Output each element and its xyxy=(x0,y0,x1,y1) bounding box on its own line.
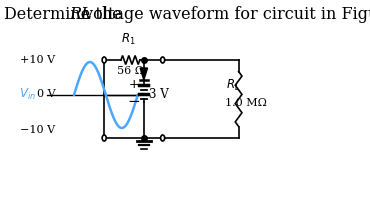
Text: 3 V: 3 V xyxy=(148,88,168,100)
Text: −: − xyxy=(127,94,140,109)
Circle shape xyxy=(102,57,106,63)
Text: −10 V: −10 V xyxy=(20,125,55,135)
Text: RL: RL xyxy=(69,6,92,23)
Text: $R_L$: $R_L$ xyxy=(226,77,241,93)
Circle shape xyxy=(102,135,106,141)
Text: $R_1$: $R_1$ xyxy=(121,32,136,47)
Text: +10 V: +10 V xyxy=(20,55,55,65)
Circle shape xyxy=(161,135,165,141)
Text: $V_{in}$: $V_{in}$ xyxy=(19,87,36,102)
Text: Determine the: Determine the xyxy=(4,6,127,23)
Circle shape xyxy=(161,57,165,63)
Text: 56 Ω: 56 Ω xyxy=(117,66,144,76)
Polygon shape xyxy=(140,68,148,80)
Text: voltage waveform for circuit in Figure: voltage waveform for circuit in Figure xyxy=(79,6,370,23)
Text: +: + xyxy=(128,78,139,90)
Text: 0 V: 0 V xyxy=(37,89,56,99)
Text: 1.0 MΩ: 1.0 MΩ xyxy=(225,98,267,108)
